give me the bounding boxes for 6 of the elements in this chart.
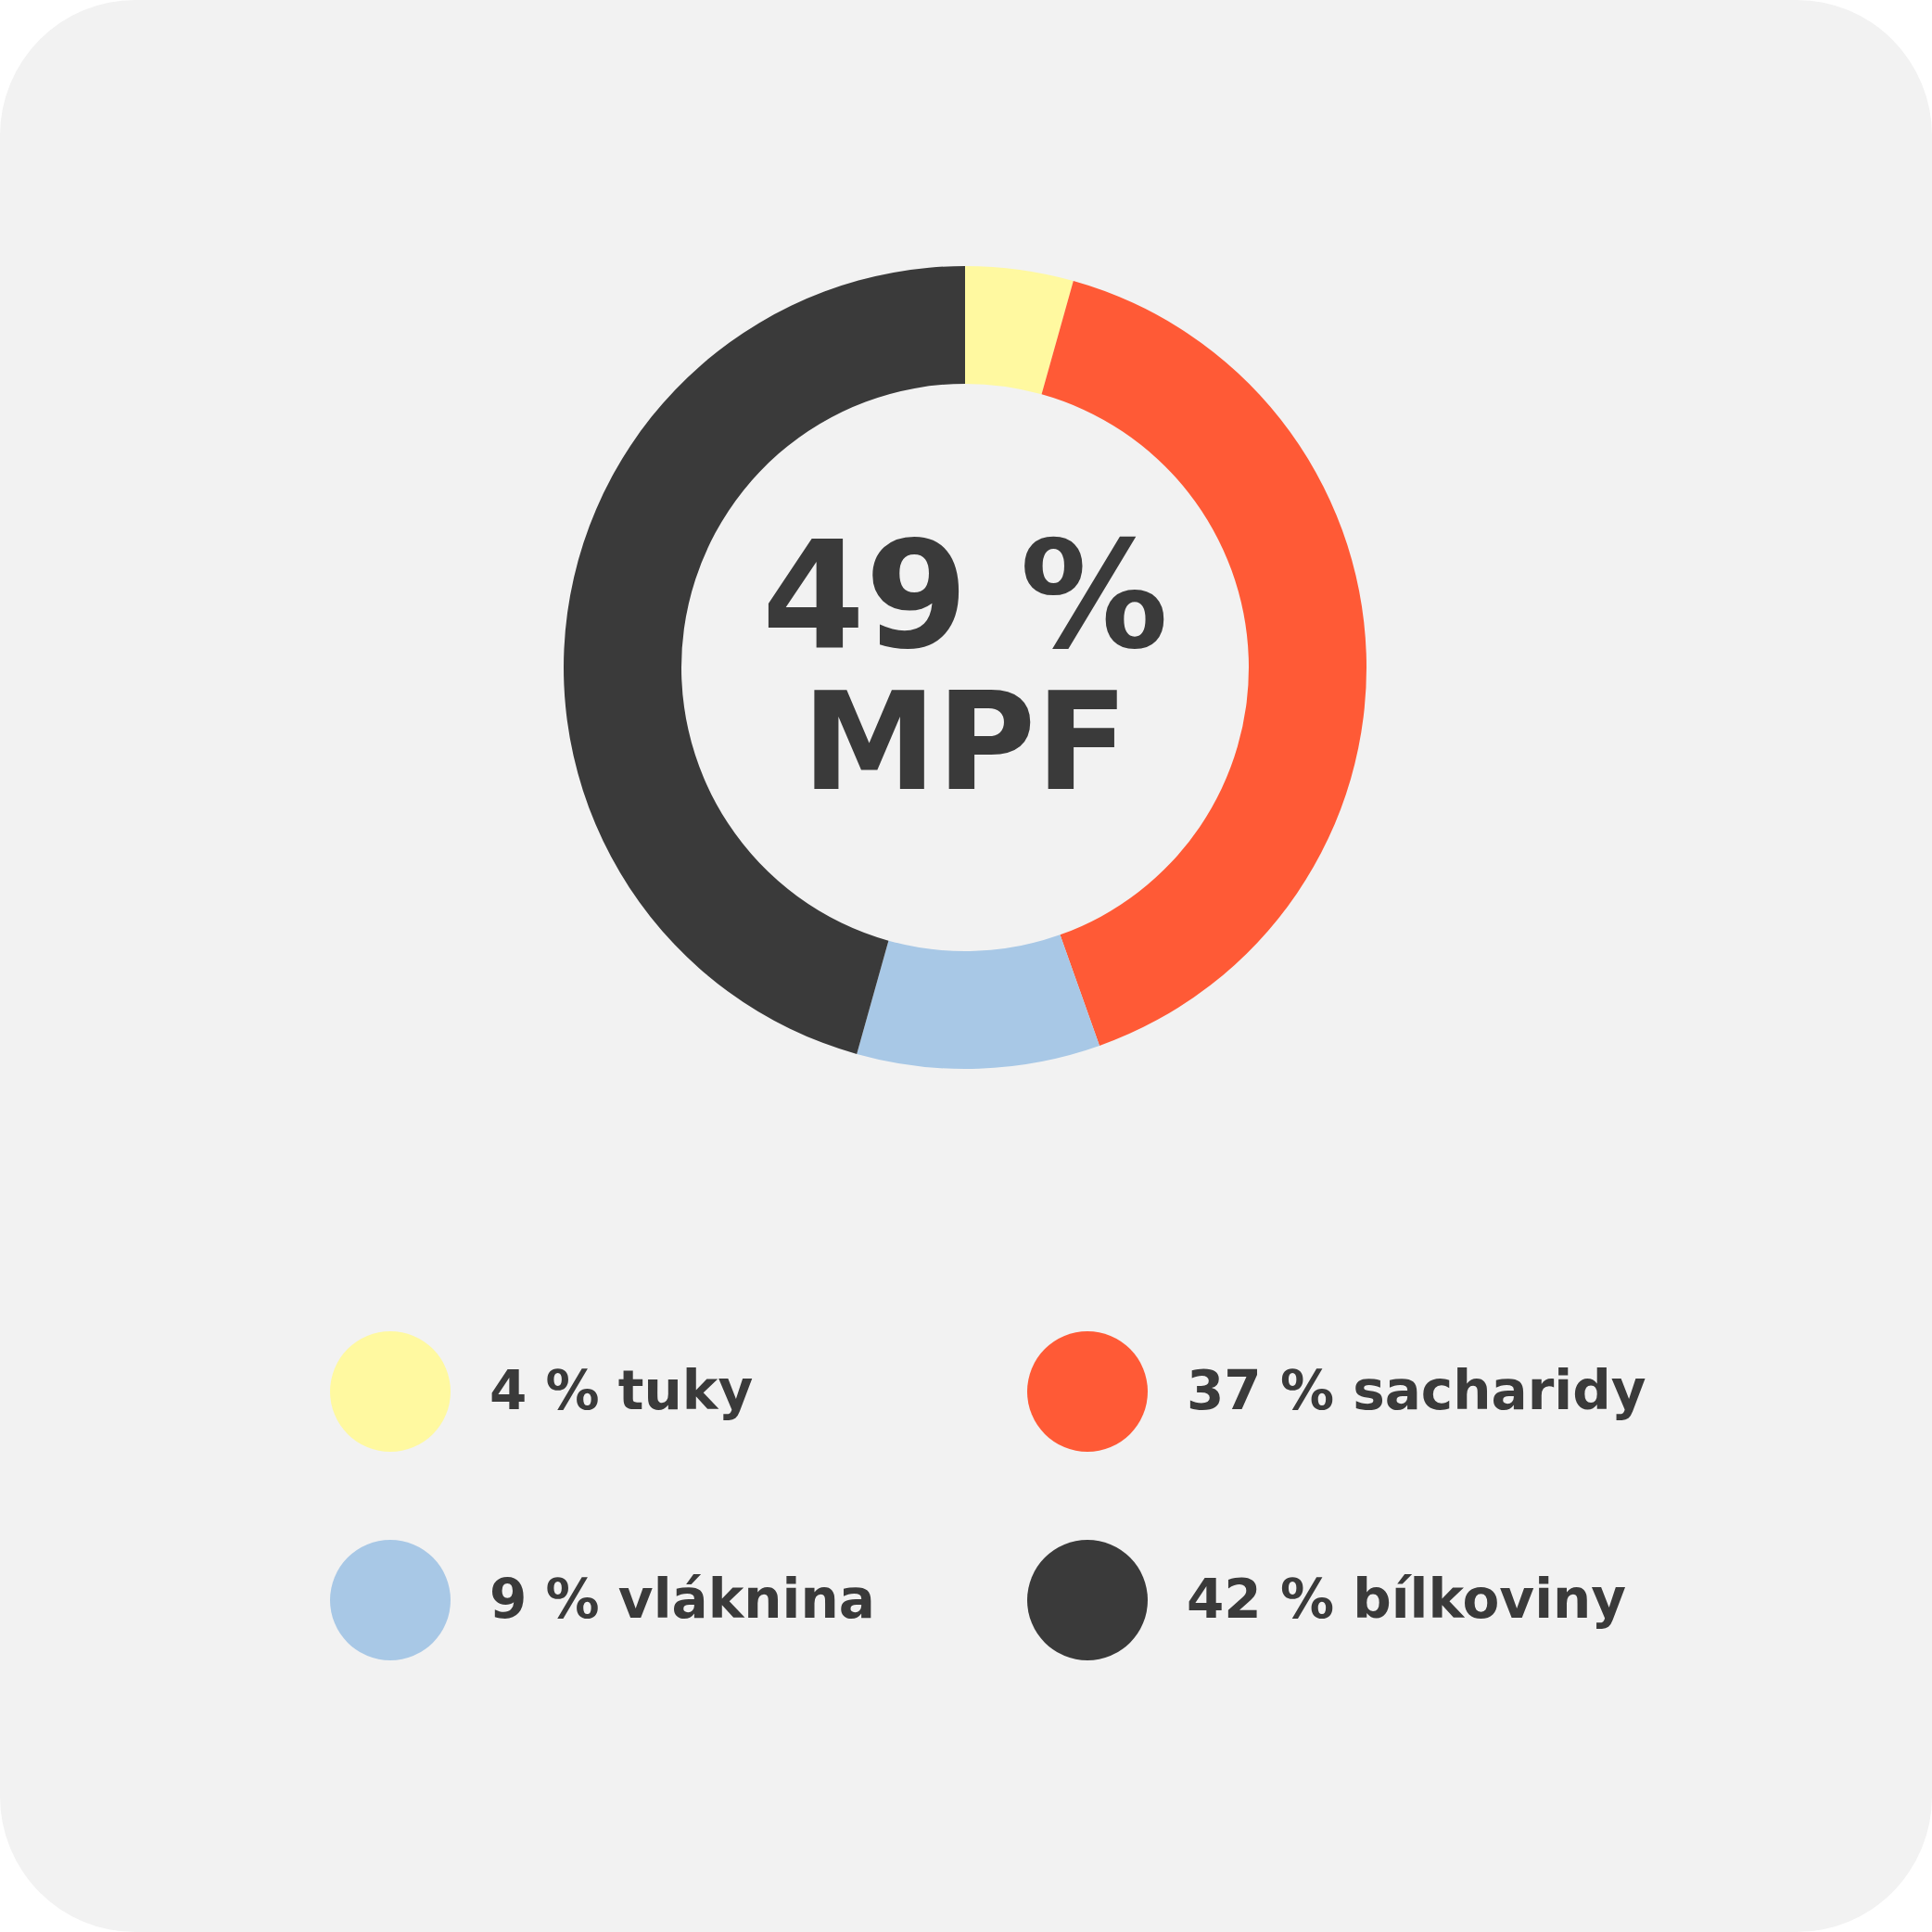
legend-label: 42 % bílkoviny: [1187, 1567, 1628, 1633]
donut-slice: [857, 934, 1099, 1069]
legend-label: 4 % tuky: [489, 1358, 755, 1424]
legend-label: 9 % vláknina: [489, 1567, 876, 1633]
donut-slice: [965, 266, 1074, 395]
legend-label: 37 % sacharidy: [1187, 1358, 1647, 1424]
